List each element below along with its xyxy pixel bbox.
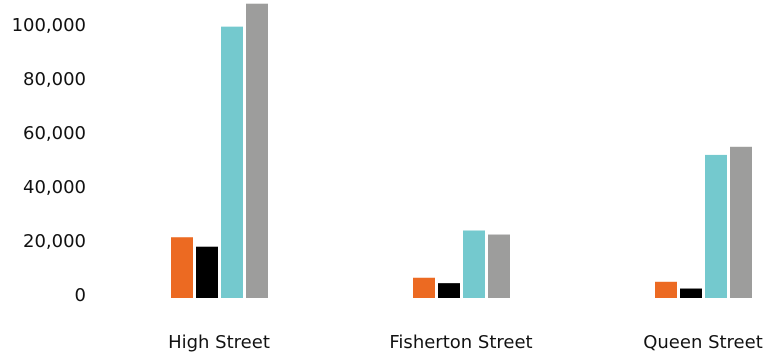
- bar: [438, 283, 460, 298]
- y-tick-label: 40,000: [23, 177, 86, 198]
- bar: [413, 277, 435, 298]
- bar: [463, 230, 485, 298]
- bar: [680, 288, 702, 298]
- y-tick-label: 60,000: [23, 123, 86, 144]
- category-label: High Street: [168, 332, 270, 353]
- bar: [221, 26, 243, 299]
- bar: [730, 146, 752, 298]
- bar-groups: [171, 3, 752, 299]
- x-axis-category-labels: High Street Fisherton Street Queen Stree…: [168, 332, 763, 353]
- bar: [246, 3, 268, 298]
- bar: [196, 246, 218, 298]
- y-tick-label: 80,000: [23, 69, 86, 90]
- y-tick-label: 0: [75, 285, 86, 306]
- y-tick-label: 100,000: [12, 15, 86, 36]
- category-label: Queen Street: [643, 332, 763, 353]
- category-label: Fisherton Street: [389, 332, 532, 353]
- bar: [705, 154, 727, 298]
- bar: [655, 281, 677, 298]
- y-tick-label: 20,000: [23, 231, 86, 252]
- y-axis-tick-labels: 0 20,000 40,000 60,000 80,000 100,000: [12, 15, 86, 306]
- bar: [488, 234, 510, 298]
- bar: [171, 237, 193, 298]
